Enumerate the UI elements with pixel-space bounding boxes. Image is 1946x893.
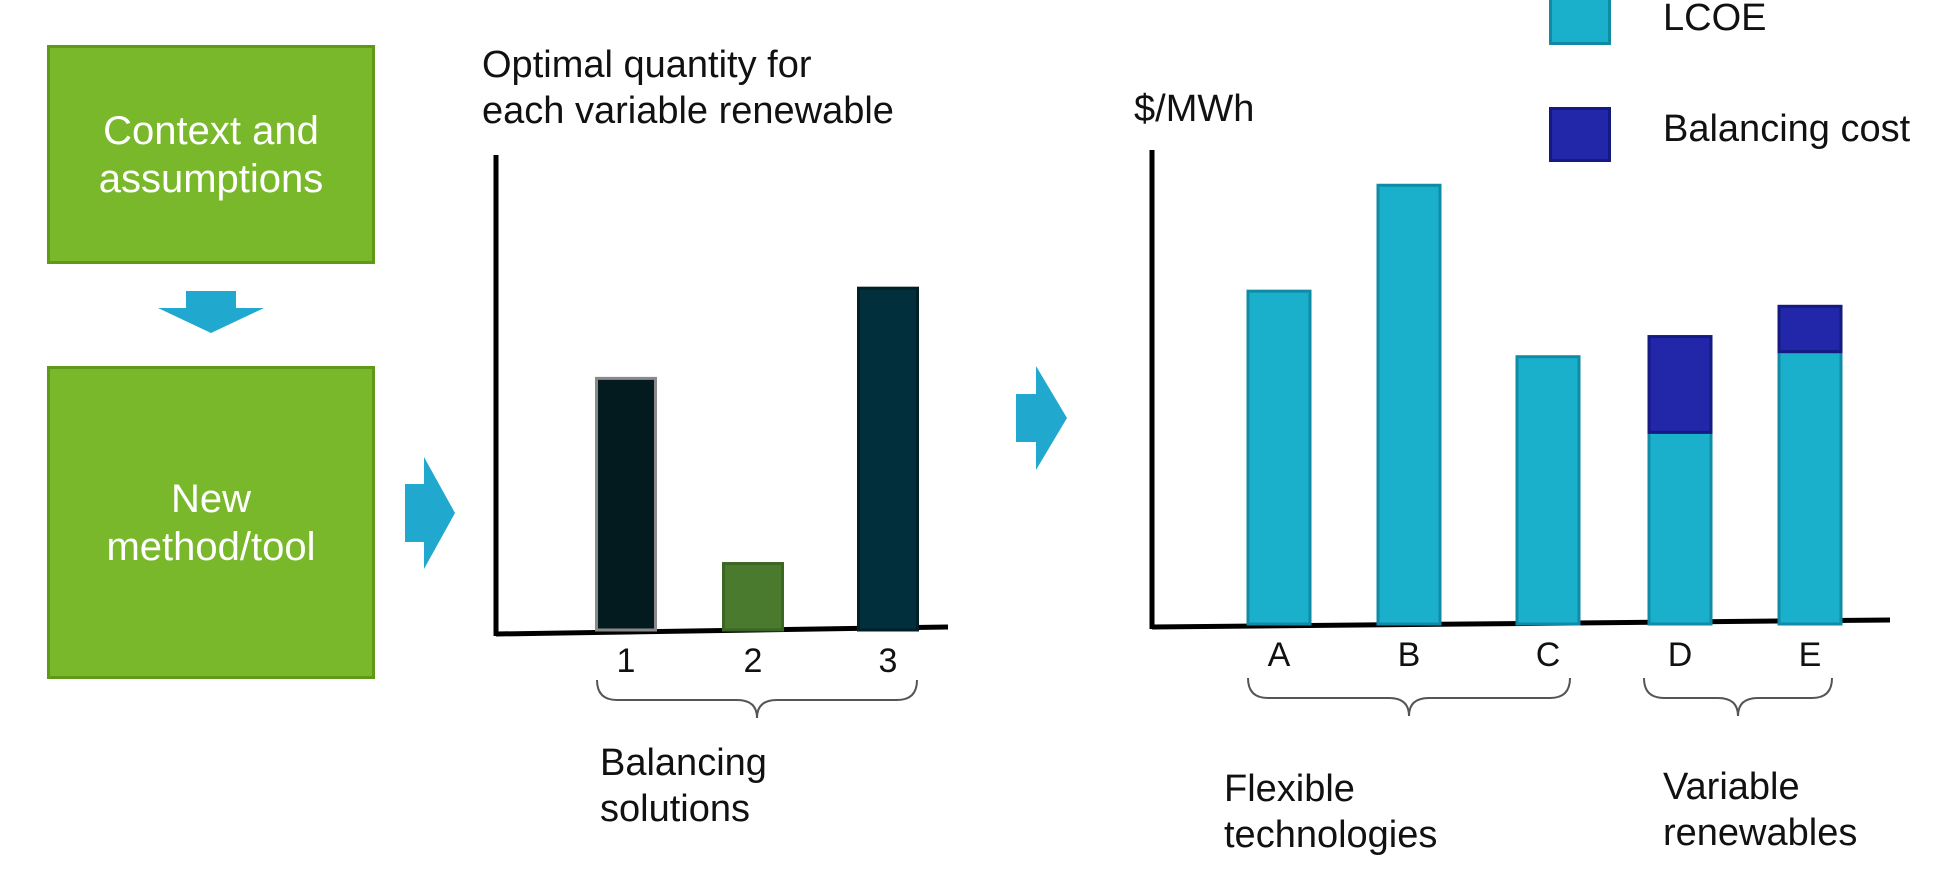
right-arrow-icon — [405, 457, 455, 569]
context-assumptions-box: Context and assumptions — [47, 45, 375, 264]
right-tick-e: E — [1798, 636, 1822, 674]
left-bar-1 — [595, 376, 657, 632]
context-assumptions-text: Context and assumptions — [98, 108, 324, 201]
new-method-tool-text: New method/tool — [106, 476, 316, 569]
legend-balancing-label: Balancing cost — [1663, 108, 1911, 150]
legend-lcoe-label: LCOE — [1663, 0, 1767, 39]
legend-lcoe-swatch — [1549, 0, 1611, 45]
left-bar-3 — [857, 286, 919, 632]
right-bar-e-balancing — [1777, 304, 1843, 354]
right-chart-ylabel: $/MWh — [1134, 88, 1255, 130]
legend-balancing-swatch — [1549, 107, 1611, 162]
right-bar-d-lcoe — [1647, 430, 1713, 626]
right-bar-a-lcoe — [1246, 289, 1312, 626]
new-method-tool-box: New method/tool — [47, 366, 375, 679]
left-tick-3: 3 — [878, 642, 898, 680]
left-tick-2: 2 — [743, 642, 763, 680]
left-chart-title: Optimal quantity for each variable renew… — [482, 44, 894, 132]
right-tick-b: B — [1397, 636, 1421, 674]
variable-group-brace — [1643, 677, 1833, 717]
flexible-group-brace — [1247, 677, 1571, 717]
right-bar-e-lcoe — [1777, 350, 1843, 626]
variable-renewables-label: Variable renewables — [1663, 766, 1858, 854]
right-tick-d: D — [1667, 636, 1693, 674]
right-bar-d-balancing — [1647, 335, 1713, 434]
right-tick-c: C — [1535, 636, 1561, 674]
left-tick-1: 1 — [616, 642, 636, 680]
right-bar-b-lcoe — [1376, 183, 1442, 626]
right-arrow-icon-2 — [1016, 366, 1067, 470]
left-group-brace — [596, 679, 918, 719]
flexible-technologies-label: Flexible technologies — [1224, 768, 1438, 856]
left-bar-2 — [722, 562, 784, 632]
down-arrow-icon — [158, 291, 264, 333]
right-bar-c-lcoe — [1515, 355, 1581, 626]
balancing-solutions-label: Balancing solutions — [600, 742, 767, 830]
right-tick-a: A — [1267, 636, 1291, 674]
